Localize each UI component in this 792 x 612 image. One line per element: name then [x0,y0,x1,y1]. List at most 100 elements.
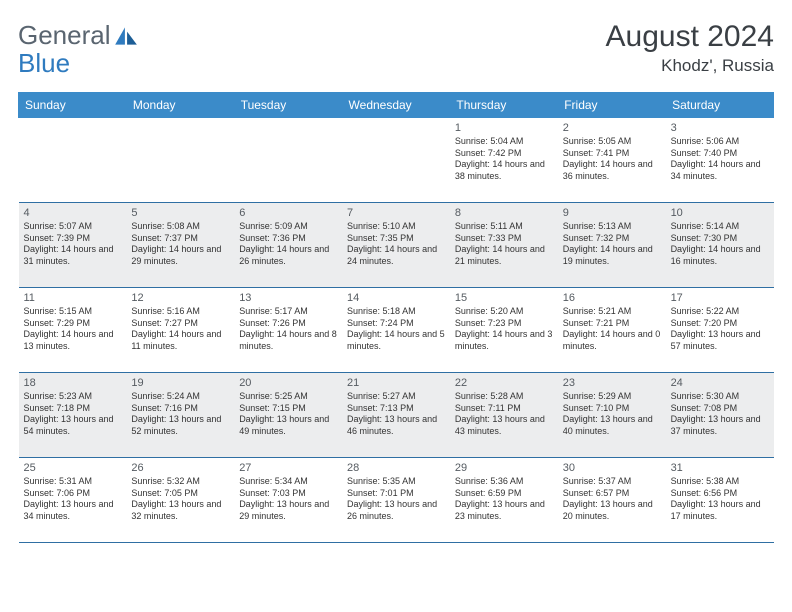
calendar-day-cell: 8Sunrise: 5:11 AMSunset: 7:33 PMDaylight… [450,203,558,288]
sunset-line: Sunset: 7:35 PM [347,233,445,245]
sunset-line: Sunset: 6:57 PM [563,488,661,500]
page-title: August 2024 [606,20,774,54]
day-number: 13 [239,291,337,305]
sunrise-line: Sunrise: 5:14 AM [671,221,769,233]
daylight-line: Daylight: 14 hours and 11 minutes. [131,329,229,352]
sunset-line: Sunset: 6:59 PM [455,488,553,500]
day-number: 12 [131,291,229,305]
sunset-line: Sunset: 7:13 PM [347,403,445,415]
calendar-day-cell: 23Sunrise: 5:29 AMSunset: 7:10 PMDayligh… [558,373,666,458]
calendar-day-cell: 19Sunrise: 5:24 AMSunset: 7:16 PMDayligh… [126,373,234,458]
sunrise-line: Sunrise: 5:23 AM [24,391,122,403]
day-number: 27 [239,461,337,475]
daylight-line: Daylight: 13 hours and 40 minutes. [563,414,661,437]
sunrise-line: Sunrise: 5:09 AM [239,221,337,233]
daylight-line: Daylight: 14 hours and 26 minutes. [239,244,337,267]
sunrise-line: Sunrise: 5:27 AM [347,391,445,403]
calendar-day-cell [126,118,234,203]
daylight-line: Daylight: 14 hours and 16 minutes. [671,244,769,267]
daylight-line: Daylight: 14 hours and 0 minutes. [563,329,661,352]
calendar-day-cell: 25Sunrise: 5:31 AMSunset: 7:06 PMDayligh… [19,458,127,543]
sunset-line: Sunset: 7:26 PM [239,318,337,330]
daylight-line: Daylight: 14 hours and 34 minutes. [671,159,769,182]
daylight-line: Daylight: 13 hours and 46 minutes. [347,414,445,437]
day-number: 16 [563,291,661,305]
weekday-header: Sunday [19,93,127,118]
sunrise-line: Sunrise: 5:37 AM [563,476,661,488]
sunrise-line: Sunrise: 5:18 AM [347,306,445,318]
sunset-line: Sunset: 7:39 PM [24,233,122,245]
sunset-line: Sunset: 7:08 PM [671,403,769,415]
day-number: 9 [563,206,661,220]
calendar-day-cell: 11Sunrise: 5:15 AMSunset: 7:29 PMDayligh… [19,288,127,373]
sunrise-line: Sunrise: 5:17 AM [239,306,337,318]
sunset-line: Sunset: 7:40 PM [671,148,769,160]
day-number: 8 [455,206,553,220]
sunrise-line: Sunrise: 5:25 AM [239,391,337,403]
sunrise-line: Sunrise: 5:30 AM [671,391,769,403]
calendar-day-cell: 18Sunrise: 5:23 AMSunset: 7:18 PMDayligh… [19,373,127,458]
calendar-day-cell: 20Sunrise: 5:25 AMSunset: 7:15 PMDayligh… [234,373,342,458]
calendar-week-row: 1Sunrise: 5:04 AMSunset: 7:42 PMDaylight… [19,118,774,203]
sunset-line: Sunset: 7:29 PM [24,318,122,330]
calendar-day-cell: 5Sunrise: 5:08 AMSunset: 7:37 PMDaylight… [126,203,234,288]
weekday-header: Thursday [450,93,558,118]
calendar-day-cell [19,118,127,203]
calendar-day-cell: 2Sunrise: 5:05 AMSunset: 7:41 PMDaylight… [558,118,666,203]
day-number: 2 [563,121,661,135]
day-number: 26 [131,461,229,475]
calendar-day-cell [342,118,450,203]
daylight-line: Daylight: 13 hours and 49 minutes. [239,414,337,437]
sunset-line: Sunset: 7:20 PM [671,318,769,330]
calendar-week-row: 25Sunrise: 5:31 AMSunset: 7:06 PMDayligh… [19,458,774,543]
daylight-line: Daylight: 13 hours and 57 minutes. [671,329,769,352]
calendar-day-cell: 4Sunrise: 5:07 AMSunset: 7:39 PMDaylight… [19,203,127,288]
day-number: 31 [671,461,769,475]
weekday-header: Friday [558,93,666,118]
calendar-day-cell [234,118,342,203]
calendar-day-cell: 16Sunrise: 5:21 AMSunset: 7:21 PMDayligh… [558,288,666,373]
sunrise-line: Sunrise: 5:05 AM [563,136,661,148]
daylight-line: Daylight: 13 hours and 54 minutes. [24,414,122,437]
calendar-day-cell: 31Sunrise: 5:38 AMSunset: 6:56 PMDayligh… [666,458,774,543]
calendar-day-cell: 27Sunrise: 5:34 AMSunset: 7:03 PMDayligh… [234,458,342,543]
sunrise-line: Sunrise: 5:31 AM [24,476,122,488]
calendar-day-cell: 6Sunrise: 5:09 AMSunset: 7:36 PMDaylight… [234,203,342,288]
sunrise-line: Sunrise: 5:36 AM [455,476,553,488]
brand-word1: General [18,20,111,51]
sunrise-line: Sunrise: 5:07 AM [24,221,122,233]
calendar-day-cell: 17Sunrise: 5:22 AMSunset: 7:20 PMDayligh… [666,288,774,373]
day-number: 14 [347,291,445,305]
sunset-line: Sunset: 7:36 PM [239,233,337,245]
weekday-header: Wednesday [342,93,450,118]
calendar-day-cell: 10Sunrise: 5:14 AMSunset: 7:30 PMDayligh… [666,203,774,288]
daylight-line: Daylight: 14 hours and 24 minutes. [347,244,445,267]
weekday-header: Monday [126,93,234,118]
calendar-day-cell: 30Sunrise: 5:37 AMSunset: 6:57 PMDayligh… [558,458,666,543]
calendar-day-cell: 7Sunrise: 5:10 AMSunset: 7:35 PMDaylight… [342,203,450,288]
sunrise-line: Sunrise: 5:35 AM [347,476,445,488]
sunset-line: Sunset: 7:21 PM [563,318,661,330]
sunset-line: Sunset: 7:11 PM [455,403,553,415]
calendar-week-row: 18Sunrise: 5:23 AMSunset: 7:18 PMDayligh… [19,373,774,458]
day-number: 23 [563,376,661,390]
day-number: 6 [239,206,337,220]
sunrise-line: Sunrise: 5:22 AM [671,306,769,318]
calendar-day-cell: 21Sunrise: 5:27 AMSunset: 7:13 PMDayligh… [342,373,450,458]
daylight-line: Daylight: 13 hours and 23 minutes. [455,499,553,522]
calendar-day-cell: 14Sunrise: 5:18 AMSunset: 7:24 PMDayligh… [342,288,450,373]
header: General August 2024 Khodz', Russia [18,20,774,76]
sunrise-line: Sunrise: 5:28 AM [455,391,553,403]
daylight-line: Daylight: 14 hours and 38 minutes. [455,159,553,182]
daylight-line: Daylight: 14 hours and 3 minutes. [455,329,553,352]
day-number: 22 [455,376,553,390]
sunrise-line: Sunrise: 5:29 AM [563,391,661,403]
day-number: 19 [131,376,229,390]
daylight-line: Daylight: 13 hours and 17 minutes. [671,499,769,522]
sunset-line: Sunset: 7:23 PM [455,318,553,330]
calendar-day-cell: 9Sunrise: 5:13 AMSunset: 7:32 PMDaylight… [558,203,666,288]
calendar-day-cell: 3Sunrise: 5:06 AMSunset: 7:40 PMDaylight… [666,118,774,203]
sunset-line: Sunset: 7:42 PM [455,148,553,160]
sunrise-line: Sunrise: 5:24 AM [131,391,229,403]
day-number: 10 [671,206,769,220]
